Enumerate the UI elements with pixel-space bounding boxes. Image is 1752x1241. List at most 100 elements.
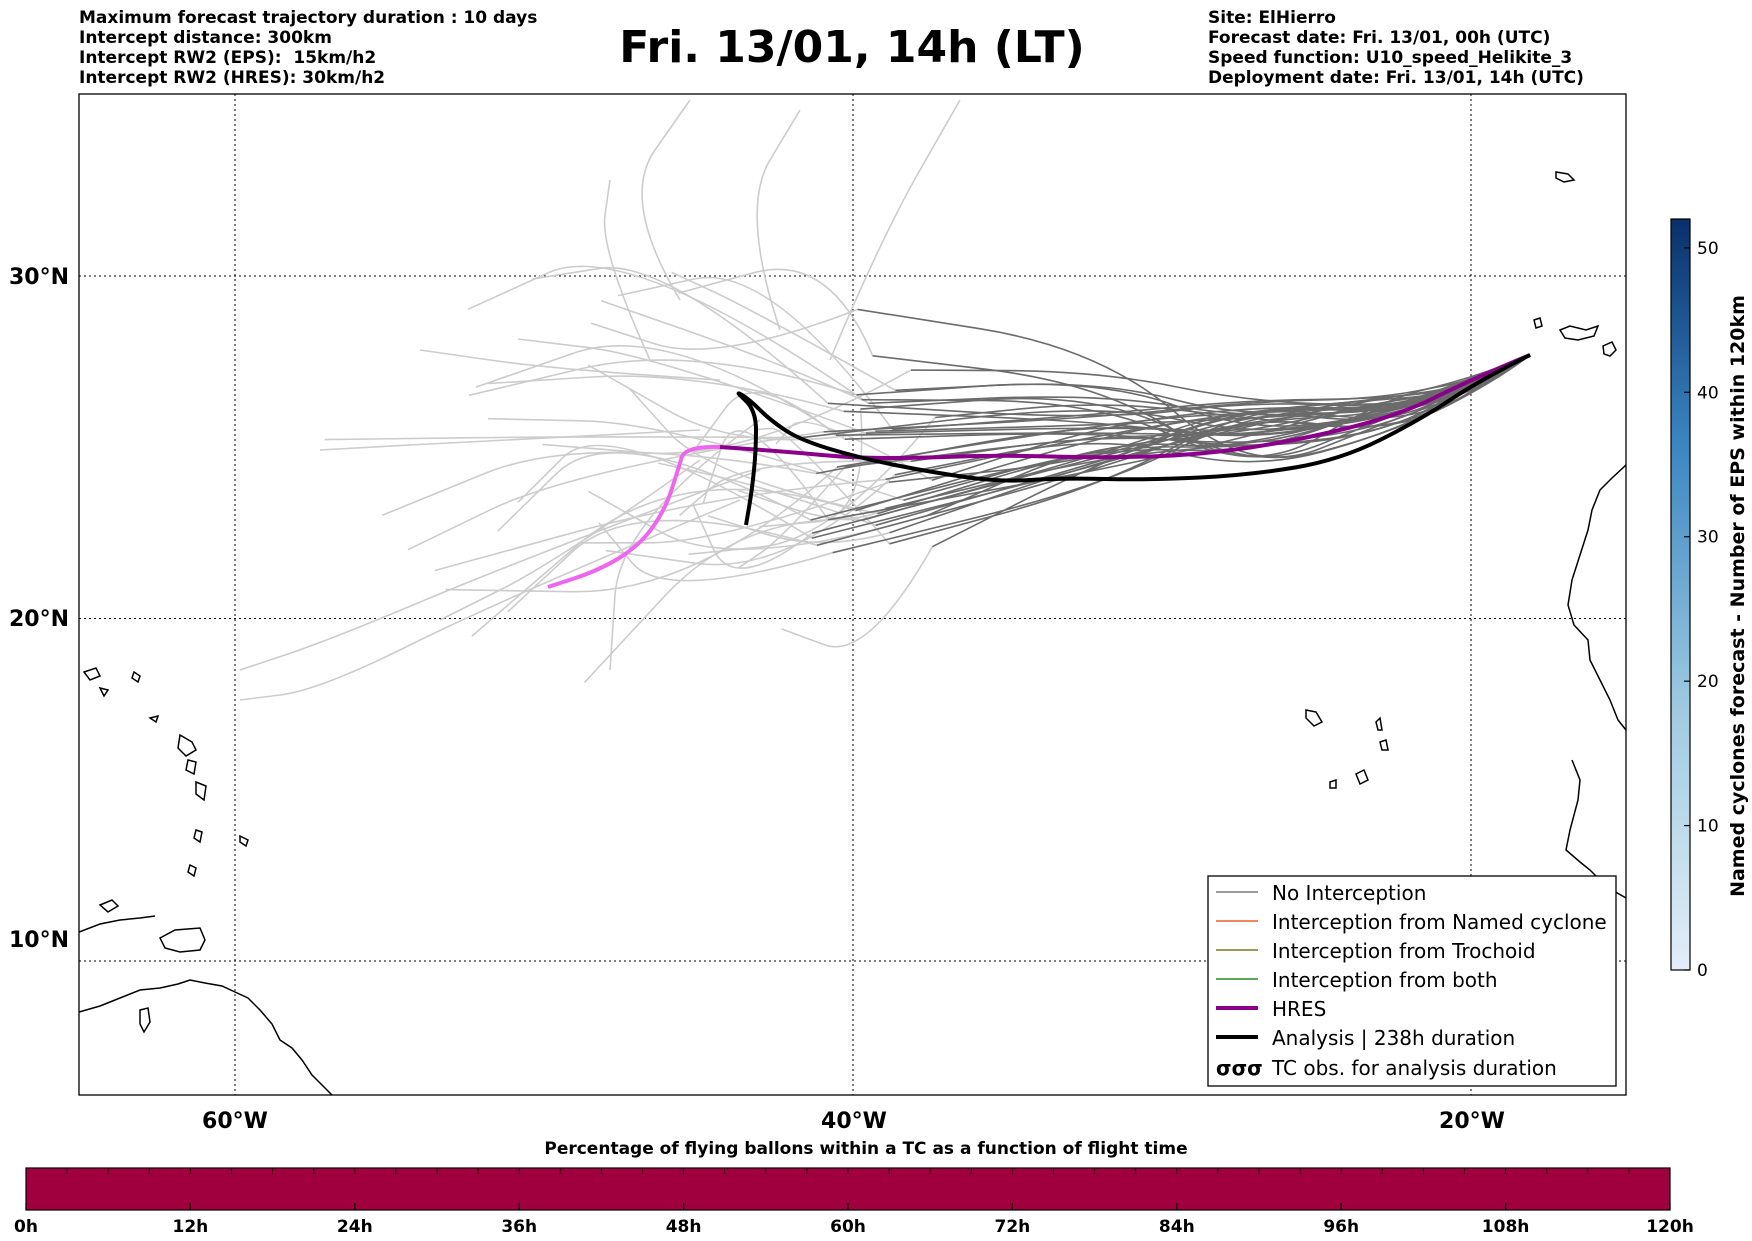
eps-track <box>935 354 1531 428</box>
cape-verde-5 <box>1375 716 1383 731</box>
cape-verde-4 <box>1329 778 1337 789</box>
colorbar-right-ticks: 0 10 20 30 40 50 <box>1684 239 1719 981</box>
colorbar-bottom: Percentage of flying ballons within a TC… <box>14 1139 1694 1237</box>
island-3 <box>82 667 102 681</box>
eps-track-faded <box>488 375 844 413</box>
island-1 <box>98 899 120 913</box>
lat-label-20n: 20°N <box>9 607 69 632</box>
island-7 <box>195 780 207 802</box>
canary-island-1 <box>1558 324 1600 341</box>
lon-label-60w: 60°W <box>202 1109 268 1134</box>
cape-verde-3 <box>1379 739 1389 751</box>
site-name: Site: ElHierro <box>1208 8 1336 28</box>
colorbar-bottom-tick-label: 96h <box>1323 1217 1359 1237</box>
eps-track-faded <box>694 392 837 450</box>
lon-label-40w: 40°W <box>821 1109 887 1134</box>
legend-label-trochoid: Interception from Trochoid <box>1272 939 1536 963</box>
map-frame <box>78 93 1627 1096</box>
header-left-info: Maximum forecast trajectory duration : 1… <box>79 8 537 88</box>
colorbar-bottom-tick-label: 12h <box>173 1217 209 1237</box>
cape-verde-2 <box>1355 768 1369 786</box>
eps-track-faded <box>239 469 761 671</box>
colorbar-bottom-tick-label: 36h <box>501 1217 537 1237</box>
island-10 <box>187 863 197 878</box>
eps-track <box>872 354 1531 457</box>
colorbar-right: 0 10 20 30 40 50 Named cyclones forecast - Nu… <box>1670 218 1749 981</box>
max-trajectory-duration: Maximum forecast trajectory duration : 1… <box>79 8 538 28</box>
eps-track-faded <box>737 466 846 569</box>
colorbar-right-tick-label: 30 <box>1697 528 1719 548</box>
intercept-rw2-hres: Intercept RW2 (HRES): 30km/h2 <box>79 68 386 88</box>
legend-box <box>1207 875 1617 1087</box>
analysis-track <box>736 353 1531 526</box>
eps-track-faded <box>471 488 856 637</box>
eps-track-faded <box>688 416 936 556</box>
legend-label-analysis: Analysis | 238h duration <box>1272 1026 1515 1050</box>
island-2 <box>139 1007 151 1034</box>
eps-track-faded <box>532 266 829 404</box>
speed-function: Speed function: U10_speed_Helikite_3 <box>1208 48 1573 68</box>
eps-track-faded <box>319 429 701 451</box>
lat-label-30n: 30°N <box>9 265 69 290</box>
eps-track-faded <box>439 459 701 621</box>
eps-track <box>931 354 1531 481</box>
eps-track-faded <box>577 481 890 544</box>
south-america-coast <box>79 979 333 1095</box>
eps-track <box>828 354 1531 521</box>
eps-track-faded <box>467 265 869 404</box>
eps-track-faded <box>641 99 691 301</box>
tc-obs-icon: σσσ <box>1216 1056 1263 1080</box>
venezuela-coast-north <box>79 915 156 933</box>
island-6 <box>185 759 197 776</box>
colorbar-right-gradient <box>1670 218 1691 971</box>
map-title: Fri. 13/01, 14h (LT) <box>619 22 1085 73</box>
intercept-rw2-eps: Intercept RW2 (EPS): 15km/h2 <box>79 48 377 68</box>
eps-track-faded <box>605 474 896 566</box>
colorbar-bottom-title: Percentage of flying ballons within a TC… <box>544 1139 1187 1159</box>
colorbar-bottom-tick-label: 72h <box>995 1217 1031 1237</box>
colorbar-bottom-tick-label: 60h <box>830 1217 866 1237</box>
trinidad-coast <box>159 927 206 953</box>
colorbar-bottom-tick-label: 84h <box>1159 1217 1195 1237</box>
colorbar-right-tick-label: 40 <box>1697 383 1719 403</box>
eps-track-faded <box>601 300 862 401</box>
intercept-distance: Intercept distance: 300km <box>79 28 332 48</box>
legend-label-hres: HRES <box>1272 997 1326 1021</box>
eps-track-faded <box>737 489 886 520</box>
eps-track-faded <box>517 338 867 434</box>
legend-label-both: Interception from both <box>1272 968 1498 992</box>
island-11 <box>148 714 160 724</box>
forecast-date: Forecast date: Fri. 13/01, 00h (UTC) <box>1208 28 1551 48</box>
colorbar-right-title: Named cyclones forecast - Number of EPS … <box>1727 295 1749 897</box>
colorbar-right-tick-label: 50 <box>1697 239 1719 259</box>
eps-track-faded <box>829 99 961 361</box>
island-9 <box>239 834 249 848</box>
madeira-island <box>1555 171 1576 183</box>
eps-track-faded <box>603 179 651 361</box>
colorbar-bottom-ticks: 0h 12h 24h 36h 48h 60h 72h 84h 96h 108h 120h <box>14 1168 1694 1237</box>
colorbar-right-tick-label: 0 <box>1697 961 1708 981</box>
canary-island-3 <box>1533 317 1543 329</box>
colorbar-bottom-tick-label: 48h <box>666 1217 702 1237</box>
colorbar-bottom-tick-label: 0h <box>14 1217 38 1237</box>
legend-label-named-cyclone: Interception from Named cyclone <box>1272 910 1607 934</box>
legend: No Interception Interception from Named … <box>1207 875 1617 1087</box>
axis-labels: 30°N 20°N 10°N 60°W 40°W 20°W <box>9 265 1505 1134</box>
cape-verde-1 <box>1305 709 1324 727</box>
eps-track-faded <box>239 499 741 701</box>
eps-track-faded <box>517 444 813 539</box>
eps-track-faded <box>775 421 933 481</box>
colorbar-right-tick-label: 10 <box>1697 817 1719 837</box>
deployment-date: Deployment date: Fri. 13/01, 14h (UTC) <box>1208 68 1584 88</box>
eps-track-faded <box>781 546 934 648</box>
legend-label-no-interception: No Interception <box>1272 881 1426 905</box>
lon-label-20w: 20°W <box>1439 1109 1505 1134</box>
eps-track-faded <box>702 430 829 521</box>
eps-track-faded <box>671 271 896 391</box>
eps-track <box>823 354 1531 433</box>
eps-track-faded <box>468 359 857 397</box>
colorbar-bottom-tick-label: 108h <box>1482 1217 1530 1237</box>
eps-track-faded <box>618 276 894 430</box>
canary-island-2 <box>1602 341 1617 357</box>
